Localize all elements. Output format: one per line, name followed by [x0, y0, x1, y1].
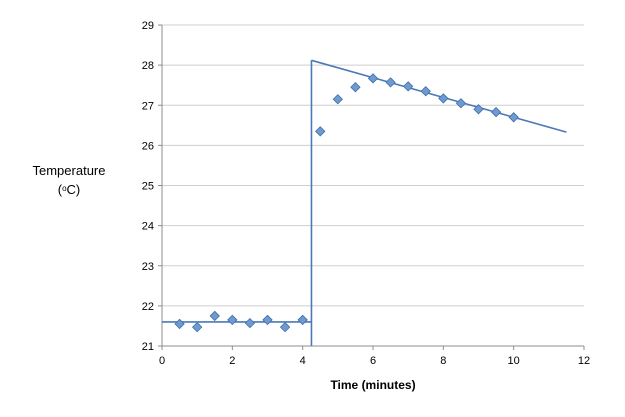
y-axis-unit-superscript: o: [62, 184, 67, 193]
data-point-1: [192, 321, 203, 333]
y-axis-unit-open: (: [58, 182, 63, 197]
data-point-0: [174, 318, 185, 330]
y-tick-label-26: 26: [142, 140, 154, 152]
y-tick-label-22: 22: [142, 301, 154, 313]
data-point-6: [279, 321, 291, 333]
y-tick-label-25: 25: [142, 181, 154, 193]
data-point-3: [227, 314, 238, 326]
data-point-11: [367, 73, 379, 84]
data-point-15: [438, 93, 449, 104]
x-tick-label-2: 2: [229, 355, 235, 367]
x-tick-label-0: 0: [159, 355, 165, 367]
data-point-9: [332, 94, 343, 105]
data-point-4: [244, 317, 256, 329]
y-tick-label-27: 27: [142, 100, 154, 112]
data-point-2: [209, 310, 220, 322]
data-point-16: [455, 98, 467, 109]
data-point-17: [473, 104, 484, 115]
axes: [158, 24, 585, 350]
data-point-19: [508, 112, 519, 123]
y-axis-unit-label: C): [67, 182, 81, 197]
data-point-5: [262, 314, 273, 326]
y-tick-label-28: 28: [142, 60, 154, 72]
x-tick-label-12: 12: [578, 355, 590, 367]
data-point-7: [297, 314, 308, 326]
data-point-12: [385, 77, 396, 88]
data-point-14: [420, 86, 431, 97]
y-tick-label-23: 23: [142, 261, 154, 273]
x-tick-label-6: 6: [370, 355, 376, 367]
trendlines: [162, 59, 567, 346]
data-points: [174, 73, 519, 333]
x-axis-title: Time (minutes): [330, 378, 415, 392]
data-point-10: [350, 82, 361, 93]
y-axis-unit: (oC): [58, 182, 81, 197]
x-tick-label-8: 8: [440, 355, 446, 367]
data-point-8: [315, 126, 326, 137]
data-point-18: [490, 106, 502, 118]
x-tick-label-4: 4: [300, 355, 306, 367]
data-point-13: [403, 81, 414, 92]
y-axis-title: Temperature: [33, 163, 106, 178]
y-tick-label-21: 21: [142, 341, 154, 353]
y-tick-label-24: 24: [142, 221, 154, 233]
x-tick-label-10: 10: [508, 355, 520, 367]
gridlines: [162, 24, 584, 307]
trendline-3: [311, 59, 567, 133]
y-tick-label-29: 29: [142, 20, 154, 32]
